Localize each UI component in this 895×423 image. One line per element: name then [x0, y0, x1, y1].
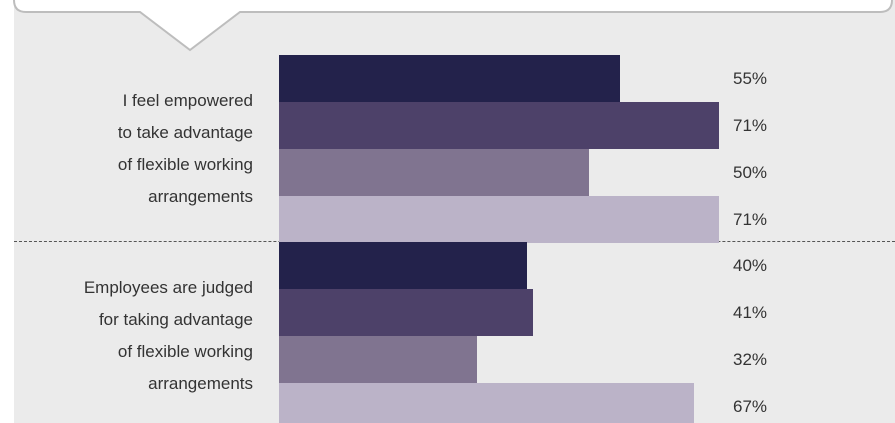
bar: [279, 383, 695, 423]
category-label: Employees are judged for taking advantag…: [83, 278, 253, 393]
value-label: 41%: [733, 302, 768, 322]
bar: [279, 242, 527, 289]
value-label: 32%: [733, 349, 768, 369]
category-label: I feel empowered to take advantage of fl…: [117, 91, 253, 206]
value-label: 71%: [733, 209, 768, 229]
bar: [279, 102, 720, 149]
bar: [279, 336, 478, 383]
value-label: 40%: [733, 255, 768, 275]
value-label: 71%: [733, 115, 768, 135]
value-label: 67%: [733, 396, 768, 416]
value-label: 55%: [733, 68, 768, 88]
bar: [279, 196, 720, 243]
bar: [279, 289, 534, 336]
bar: [279, 55, 620, 102]
value-label: 50%: [733, 162, 768, 182]
bubble-shape: [13, 0, 893, 52]
bar: [279, 149, 589, 196]
speech-bubble: [13, 0, 893, 52]
